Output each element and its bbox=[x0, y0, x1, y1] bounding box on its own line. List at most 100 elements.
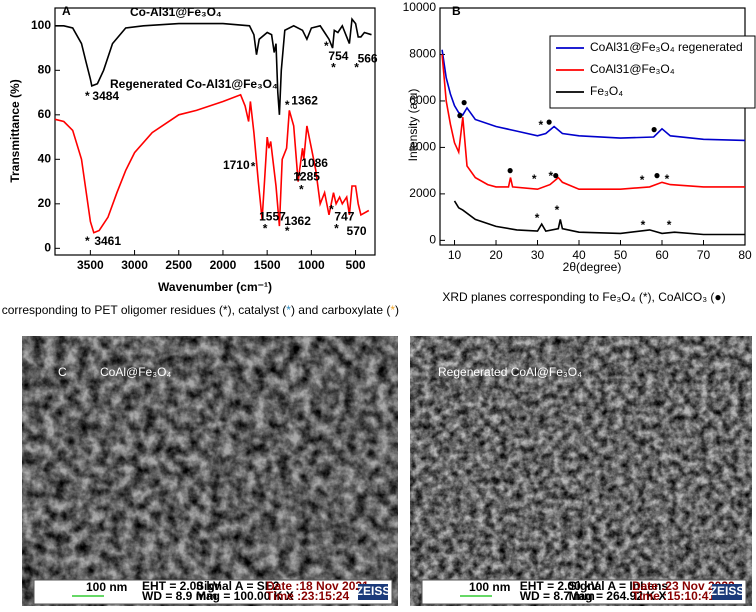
plot-frame bbox=[54, 7, 376, 256]
x-tick-label: 30 bbox=[531, 248, 545, 262]
x-tick-label: 1000 bbox=[298, 258, 325, 272]
y-tick-label: 20 bbox=[38, 196, 52, 210]
sem-label: Regenerated CoAl@Fe₃O₄ bbox=[438, 365, 582, 379]
caption: XRD planes corresponding to Fe₃O₄ (*), C… bbox=[442, 290, 725, 304]
y-tick-label: 100 bbox=[31, 18, 51, 32]
peak-label: 1362 bbox=[284, 214, 311, 228]
peak-marker: * bbox=[354, 60, 359, 74]
info-text: EHT = 2.00 kV bbox=[142, 579, 221, 593]
peak-marker: * bbox=[324, 39, 329, 53]
panel-label: A bbox=[62, 4, 71, 18]
peak-label: 1362 bbox=[291, 94, 318, 108]
sem-texture bbox=[410, 336, 752, 606]
x-tick-label: 20 bbox=[489, 248, 503, 262]
info-text: Signal A = SE2 bbox=[196, 579, 280, 593]
info-text: 100 nm bbox=[469, 580, 510, 594]
legend-label: CoAl31@Fe₃O₄ bbox=[590, 62, 675, 76]
y-tick-label: 0 bbox=[44, 240, 51, 254]
x-tick-label: 3500 bbox=[77, 258, 104, 272]
x-tick-label: 80 bbox=[738, 248, 752, 262]
peak-marker: * bbox=[331, 60, 336, 74]
peak-marker: * bbox=[85, 89, 90, 103]
panel-label: B bbox=[452, 4, 461, 18]
caption-part: * bbox=[223, 303, 228, 317]
info-text: Date :23 Nov 2022 bbox=[632, 579, 735, 593]
peak-marker: * bbox=[667, 218, 672, 232]
series-line bbox=[441, 54, 745, 191]
brand-box bbox=[358, 584, 388, 600]
x-tick-label: 60 bbox=[655, 248, 669, 262]
peak-marker: ● bbox=[546, 114, 553, 128]
caption-part: ) bbox=[395, 303, 399, 317]
peak-marker: * bbox=[285, 98, 290, 112]
x-tick-label: 10 bbox=[448, 248, 462, 262]
y-axis-label: Transmittance (%) bbox=[8, 79, 22, 182]
peak-label: 570 bbox=[347, 224, 367, 238]
x-tick-label: 500 bbox=[346, 258, 366, 272]
series-label: Regenerated Co-Al31@Fe₃O₄ bbox=[110, 77, 278, 91]
plot-frame bbox=[439, 7, 746, 246]
peak-marker: * bbox=[641, 218, 646, 232]
peak-marker: ● bbox=[456, 108, 463, 122]
peak-marker: * bbox=[85, 234, 90, 248]
info-bar bbox=[33, 579, 393, 605]
sem-panel-label: C bbox=[58, 365, 67, 379]
x-tick-label: 70 bbox=[697, 248, 711, 262]
info-bar bbox=[421, 579, 747, 605]
caption-part: XRD planes corresponding to Fe₃O₄ (*), C… bbox=[442, 290, 725, 304]
y-tick-label: 8000 bbox=[409, 47, 436, 61]
brand: ZEISS bbox=[710, 584, 745, 598]
info-text: Mag = 264.92 K X bbox=[569, 589, 667, 603]
peak-marker: * bbox=[297, 169, 302, 183]
peak-label: 566 bbox=[358, 51, 378, 65]
peak-marker: * bbox=[532, 172, 537, 186]
y-tick-label: 2000 bbox=[409, 186, 436, 200]
x-tick-label: 40 bbox=[572, 248, 586, 262]
info-text: WD = 8.9 mm bbox=[142, 589, 217, 603]
peak-marker: * bbox=[555, 203, 560, 217]
info-text: EHT = 2.00 kV bbox=[520, 579, 599, 593]
peak-marker: * bbox=[334, 221, 339, 235]
peak-label: 3484 bbox=[92, 89, 119, 103]
peak-label: 1710 bbox=[223, 158, 250, 172]
peak-marker: * bbox=[539, 118, 544, 132]
info-text: Time :15:10:41 bbox=[632, 589, 715, 603]
sem-label: CoAl@Fe₃O₄ bbox=[100, 365, 171, 379]
legend-box bbox=[549, 35, 756, 109]
x-tick-label: 50 bbox=[614, 248, 628, 262]
x-tick-label: 2000 bbox=[210, 258, 237, 272]
peak-label: 754 bbox=[328, 49, 348, 63]
peak-label: 1285 bbox=[293, 169, 320, 183]
y-tick-label: 60 bbox=[38, 107, 52, 121]
brand: ZEISS bbox=[356, 584, 391, 598]
y-tick-label: 0 bbox=[429, 233, 436, 247]
caption-part: ) and carboxylate ( bbox=[291, 303, 390, 317]
peak-marker: * bbox=[299, 183, 304, 197]
peak-label: 3461 bbox=[94, 234, 121, 248]
peak-marker: * bbox=[665, 172, 670, 186]
caption-part: ), catalyst ( bbox=[228, 303, 287, 317]
series-label: Co-Al31@Fe₃O₄ bbox=[130, 5, 222, 19]
x-tick-label: 1500 bbox=[254, 258, 281, 272]
x-axis-label: 2θ(degree) bbox=[563, 260, 622, 274]
info-text: Time :23:15:24 bbox=[266, 589, 349, 603]
sem-texture bbox=[22, 336, 398, 606]
peak-marker: * bbox=[251, 159, 256, 173]
info-text: Signal A = InLens bbox=[569, 579, 669, 593]
y-axis-label: Intensity (a.u) bbox=[406, 89, 420, 162]
x-tick-label: 3000 bbox=[121, 258, 148, 272]
y-tick-label: 40 bbox=[38, 151, 52, 165]
peak-marker: * bbox=[285, 224, 290, 238]
peak-label: 747 bbox=[334, 209, 354, 223]
y-tick-label: 10000 bbox=[403, 0, 437, 14]
y-tick-label: 4000 bbox=[409, 140, 436, 154]
y-tick-label: 80 bbox=[38, 62, 52, 76]
legend-label: CoAl31@Fe₃O₄ regenerated bbox=[590, 40, 743, 54]
peak-marker: * bbox=[329, 203, 334, 217]
series-line bbox=[54, 93, 370, 234]
brand-box bbox=[712, 584, 742, 600]
info-text: 100 nm bbox=[86, 580, 127, 594]
